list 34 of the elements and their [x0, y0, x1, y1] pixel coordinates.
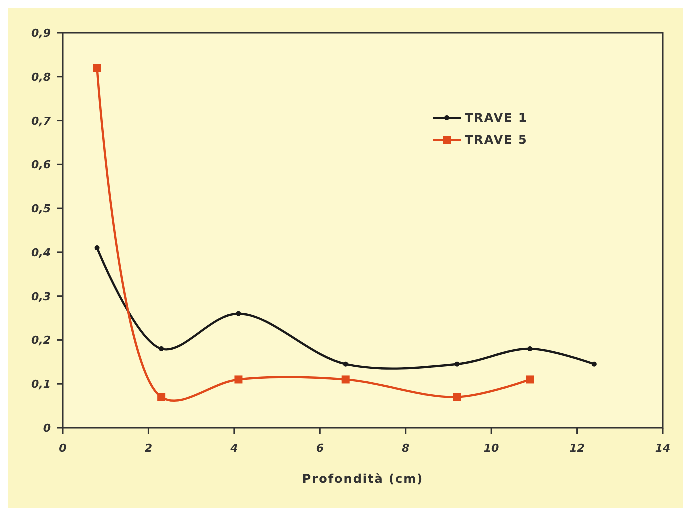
x-tick-label: 8 — [402, 442, 410, 455]
y-tick-label: 0,7 — [32, 114, 52, 128]
point — [526, 376, 534, 384]
x-tick-label: 12 — [570, 442, 586, 455]
x-tick-label: 10 — [484, 442, 500, 455]
point — [93, 64, 102, 72]
point — [453, 393, 462, 402]
y-tick-label: 0,6 — [32, 158, 52, 172]
x-tick-label: 4 — [230, 442, 238, 455]
x-tick-label: 2 — [144, 442, 153, 455]
y-tick-label: 0 — [43, 422, 52, 435]
y-tick-label: 0,9 — [32, 27, 52, 40]
y-tick-label: 0,5 — [32, 202, 52, 216]
x-tick-label: 14 — [655, 442, 671, 455]
x-tick-label: 6 — [316, 442, 324, 455]
point — [342, 376, 350, 384]
legend-label: TRAVE 1 — [465, 111, 528, 125]
point — [343, 362, 348, 367]
y-tick-label: 0,1 — [32, 378, 51, 392]
y-tick-label: 0,4 — [32, 246, 51, 260]
point — [454, 362, 460, 367]
y-tick-label: 0,8 — [32, 70, 52, 84]
point — [528, 346, 533, 352]
point — [236, 311, 242, 316]
legend-label: TRAVE 5 — [465, 133, 528, 147]
y-tick-label: 0,2 — [32, 334, 52, 348]
point — [159, 346, 164, 352]
y-tick-label: 0,3 — [32, 290, 52, 304]
point — [234, 376, 243, 384]
point — [592, 362, 597, 367]
x-axis-title: Profondità (cm) — [302, 472, 424, 486]
point — [158, 393, 166, 402]
x-tick-label: 0 — [59, 442, 68, 455]
point — [94, 246, 100, 251]
